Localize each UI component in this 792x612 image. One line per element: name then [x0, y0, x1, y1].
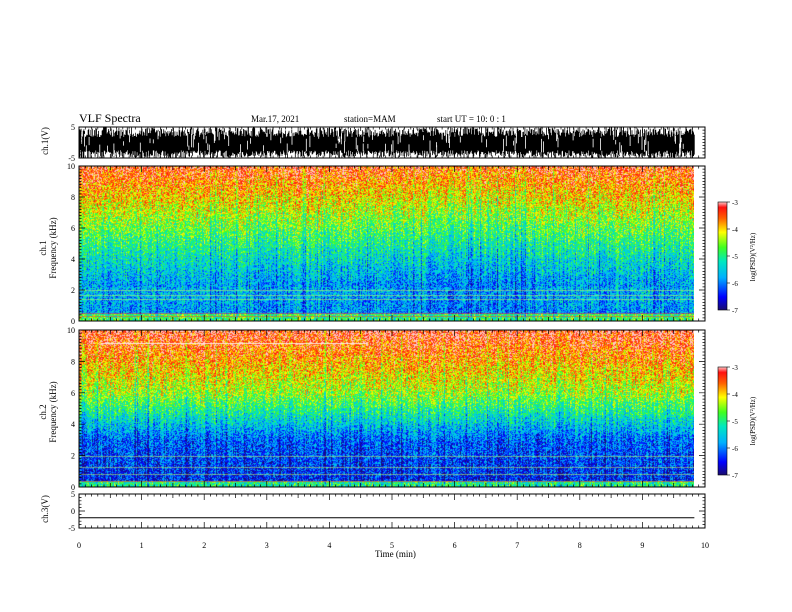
x-tick-label: 2: [202, 541, 206, 550]
x-tick-label: 7: [515, 541, 519, 550]
ch3-waveform-y-ticks: [79, 493, 705, 529]
ch1-spectrogram-ytick-label: 0: [71, 317, 75, 326]
x-tick-label: 0: [77, 541, 81, 550]
figure-title: VLF Spectra: [79, 111, 141, 125]
ch3-waveform-ytick-label: 5: [71, 490, 75, 499]
ch2-colorbar-tick-label: -7: [732, 472, 738, 480]
ch2-spectrogram-ytick-label: 10: [67, 326, 75, 335]
x-tick-label: 5: [390, 541, 394, 550]
ch2-colorbar-tick-label: -4: [732, 391, 738, 399]
ch1-waveform-y-ticks: [79, 126, 705, 159]
ch2-colorbar-tick-label: -3: [732, 364, 738, 372]
ch1-spectrogram-ytick-label: 4: [71, 255, 75, 264]
ch2-spectrogram-y-ticks: [79, 329, 705, 488]
ch2-spectrogram-image: [79, 330, 694, 487]
ch2-colorbar: [717, 366, 728, 476]
x-tick-label: 8: [578, 541, 582, 550]
ch2-spectrogram-ytick-label: 6: [71, 389, 75, 398]
ch1-waveform-trace: [78, 127, 695, 158]
ch2-colorbar-tick-label: -6: [732, 445, 738, 453]
date-label: Mar.17, 2021: [251, 114, 300, 124]
ch1-spectrogram-image: [79, 166, 694, 321]
ch1-waveform-ytick-label: -5: [68, 154, 75, 163]
start-time-label: start UT = 10: 0 : 1: [437, 114, 506, 124]
x-tick-label: 4: [327, 541, 331, 550]
x-tick-label: 10: [701, 541, 709, 550]
ch1-colorbar: [717, 201, 728, 311]
ch1-colorbar-tick-label: -4: [732, 226, 738, 234]
ch1-waveform-ytick-label: 5: [71, 123, 75, 132]
ch1-spectrogram-y-ticks: [79, 165, 705, 322]
x-axis-label: Time (min): [375, 549, 416, 559]
ch1-colorbar-tick-label: -5: [732, 253, 738, 261]
ch2-spectrogram-ytick-label: 0: [71, 483, 75, 492]
ch1-colorbar-tick-label: -3: [732, 199, 738, 207]
ch1-spectrogram-ytick-label: 10: [67, 162, 75, 171]
x-tick-label: 3: [265, 541, 269, 550]
ch3-waveform-ytick-label: -5: [68, 524, 75, 533]
ch3-waveform-x-ticks: [78, 494, 706, 528]
station-label: station=MAM: [344, 114, 396, 124]
x-tick-label: 6: [453, 541, 457, 550]
ch2-spectrogram-ytick-label: 8: [71, 357, 75, 366]
ch2-colorbar-tick-label: -5: [732, 418, 738, 426]
ch1-spectrogram-ytick-label: 8: [71, 193, 75, 202]
ch1-colorbar-tick-label: -7: [732, 307, 738, 315]
x-tick-label: 9: [640, 541, 644, 550]
x-tick-label: 1: [140, 541, 144, 550]
ch3-waveform-ytick-label: 0: [71, 507, 75, 516]
ch1-waveform-gaps: [81, 127, 684, 158]
ch1-spectrogram-ytick-label: 2: [71, 286, 75, 295]
ch1-colorbar-tick-label: -6: [732, 280, 738, 288]
ch2-spectrogram-ytick-label: 2: [71, 452, 75, 461]
ch2-spectrogram-ytick-label: 4: [71, 420, 75, 429]
ch1-spectrogram-ytick-label: 6: [71, 224, 75, 233]
